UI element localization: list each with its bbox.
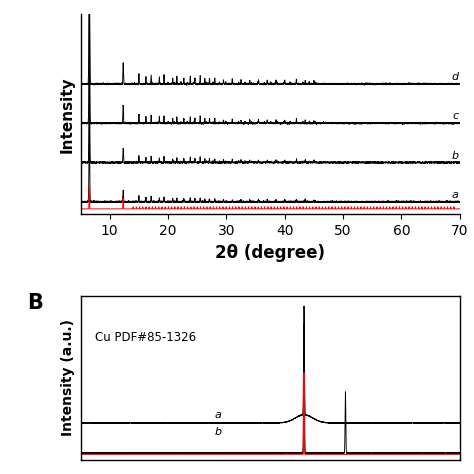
Text: b: b — [452, 151, 459, 161]
Text: Cu PDF#85-1326: Cu PDF#85-1326 — [95, 331, 196, 344]
Y-axis label: Intensity (a.u.): Intensity (a.u.) — [61, 319, 75, 437]
Y-axis label: Intensity: Intensity — [60, 76, 75, 153]
Text: b: b — [215, 427, 222, 437]
Text: a: a — [452, 190, 459, 200]
Text: d: d — [452, 72, 459, 82]
Text: a: a — [215, 410, 222, 420]
Text: c: c — [453, 111, 459, 121]
X-axis label: 2θ (degree): 2θ (degree) — [215, 244, 325, 262]
Text: B: B — [27, 293, 43, 313]
